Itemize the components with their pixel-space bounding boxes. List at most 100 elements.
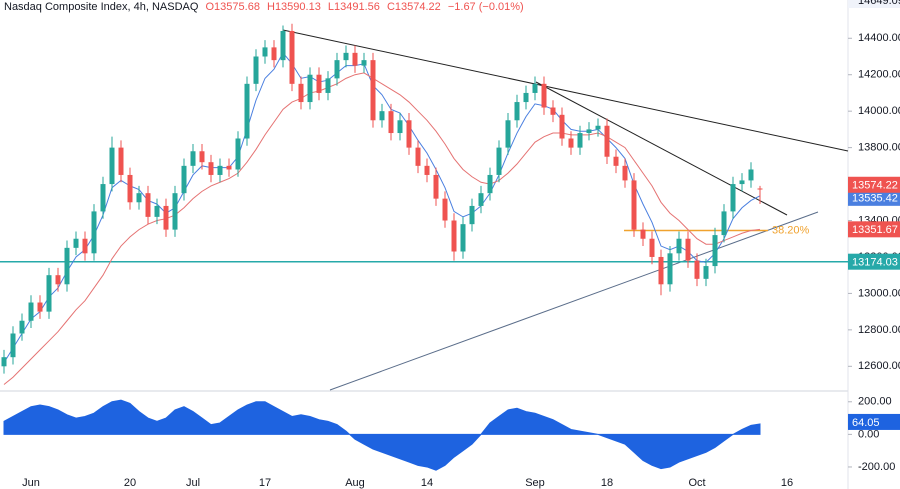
candle-body [424, 165, 430, 175]
candle-body [163, 205, 169, 230]
slow-ma-price-text: 13351.67 [852, 224, 898, 236]
candle-body [451, 220, 457, 252]
header: Nasdaq Composite Index, 4h, NASDAQ O1357… [4, 1, 528, 13]
x-tick-label: Oct [688, 477, 705, 489]
last-price-box [848, 176, 900, 193]
candle-body [235, 138, 241, 170]
candle-body [199, 151, 205, 163]
candle-body [397, 120, 403, 134]
candle-body [613, 156, 619, 166]
candle-body [64, 247, 70, 285]
candle-body [739, 180, 745, 185]
candle-body [694, 260, 700, 279]
candle-body [676, 238, 682, 254]
oscillator-area [3, 399, 761, 471]
candle-body [640, 229, 646, 239]
candle-body [442, 198, 448, 221]
title: Nasdaq Composite Index, 4h, NASDAQ [4, 1, 199, 13]
x-tick-label: Sep [525, 477, 545, 489]
candle-body [127, 174, 133, 203]
candle-body [622, 165, 628, 181]
range-high-box [848, 0, 900, 8]
oscillator-value-box [848, 413, 900, 430]
low: L13491.56 [327, 1, 380, 13]
candle-body [541, 83, 547, 108]
candle-body [721, 211, 727, 236]
candle-body [388, 111, 394, 134]
x-tick-label: 14 [421, 477, 433, 489]
candle-body [559, 114, 565, 139]
candle-body [298, 83, 304, 103]
candle-body [154, 205, 160, 217]
trend-line [329, 211, 819, 391]
candle-body [586, 129, 592, 134]
candle-body [181, 165, 187, 194]
candle-body [658, 256, 664, 285]
candle-body [208, 162, 214, 175]
y-tick-label: 13000.00 [858, 287, 900, 299]
y-tick-label: 12800.00 [858, 324, 900, 336]
candle-body [406, 120, 412, 148]
candle-body [73, 238, 79, 248]
candle-body [100, 184, 106, 212]
oscillator-value-text: 64.05 [852, 417, 880, 429]
trend-line [535, 81, 788, 216]
candle-body [748, 169, 754, 181]
candle-body [460, 224, 466, 252]
candle-body [190, 151, 196, 166]
candle-body [28, 302, 34, 321]
candle-body [730, 184, 736, 212]
slow-ma-price-box [848, 221, 900, 238]
candle-body [316, 74, 322, 93]
candle-body [262, 47, 268, 57]
fast-ma-price-box [848, 189, 900, 206]
fib-label: 38.20% [772, 224, 810, 236]
support-price-box [848, 253, 900, 270]
candle-body [352, 52, 358, 66]
x-tick-label: 16 [781, 477, 793, 489]
candle-body [244, 83, 250, 139]
candle-body [118, 147, 124, 175]
candle-body [145, 193, 151, 217]
candle-body [289, 30, 295, 84]
candle-body [109, 147, 115, 185]
change: −1.67 (−0.01%) [447, 1, 524, 13]
candle-body [271, 47, 277, 61]
candle-body [514, 102, 520, 121]
candle-body [703, 266, 709, 279]
candle-body [55, 275, 61, 285]
high: H13590.13 [267, 1, 321, 13]
y-tick-label: 200.00 [858, 396, 892, 408]
candle-body [361, 60, 367, 66]
y-tick-label: 12600.00 [858, 360, 900, 372]
candle-body [568, 138, 574, 148]
candle-body [415, 147, 421, 166]
candle-body [478, 193, 484, 206]
candle-body [595, 125, 601, 130]
y-tick-label: 14000.00 [858, 105, 900, 117]
candle-body [433, 174, 439, 199]
candle-body [685, 238, 691, 261]
candle-body [649, 238, 655, 257]
y-tick-label: 14400.00 [858, 32, 900, 44]
candle-body [217, 165, 223, 175]
candle-body [370, 60, 376, 121]
candle-body [226, 165, 232, 170]
candle-body [469, 205, 475, 225]
moving-average [3, 72, 761, 385]
candle-body [325, 78, 331, 93]
x-tick-label: 17 [259, 477, 271, 489]
candle-body [496, 147, 502, 175]
x-tick-label: 18 [601, 477, 613, 489]
candle-body [757, 188, 763, 190]
candle-body [604, 125, 610, 157]
last-price-text: 13574.22 [852, 180, 898, 192]
candle-body [1, 357, 7, 367]
candle-body [280, 30, 286, 61]
candle-body [136, 193, 142, 203]
candle-body [37, 302, 43, 312]
candle-body [379, 111, 385, 121]
y-tick-label: 13800.00 [858, 142, 900, 154]
support-price-text: 13174.03 [852, 257, 898, 269]
